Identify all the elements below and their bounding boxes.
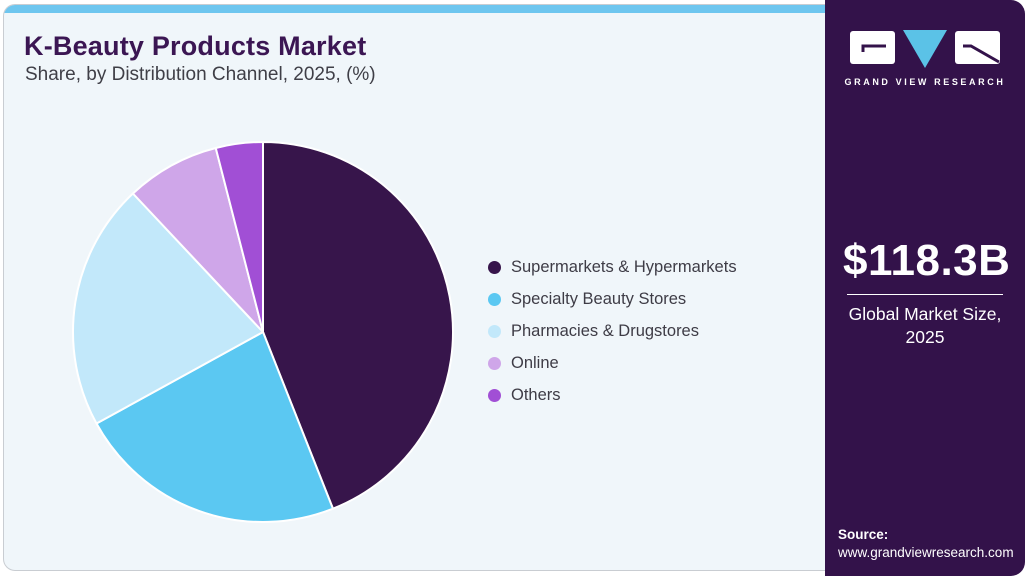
legend-swatch-icon	[488, 388, 501, 402]
legend-label: Others	[511, 385, 561, 404]
legend-item: Specialty Beauty Stores	[488, 289, 737, 309]
logo-g-glyph	[861, 44, 886, 52]
legend-item: Online	[488, 353, 737, 373]
legend-item: Supermarkets & Hypermarkets	[488, 257, 737, 277]
legend-swatch-icon	[488, 292, 501, 306]
source-block: Source: www.grandviewresearch.com	[838, 527, 1014, 560]
pie-slice-4	[214, 141, 264, 333]
pie-chart	[67, 136, 459, 528]
legend-label: Supermarkets & Hypermarkets	[511, 257, 737, 276]
legend-label: Online	[511, 353, 559, 372]
source-label: Source:	[838, 527, 889, 542]
sidebar: GRAND VIEW RESEARCH $118.3B Global Marke…	[825, 0, 1025, 576]
pie-slice-3	[131, 146, 264, 333]
pie-slice-2	[72, 192, 264, 425]
legend-item: Others	[488, 385, 737, 405]
legend-item: Pharmacies & Drugstores	[488, 321, 737, 341]
gvr-logo: GRAND VIEW RESEARCH	[825, 26, 1025, 87]
pie-chart-svg	[72, 141, 454, 523]
pie-slice-0	[262, 141, 454, 510]
logo-r-glyph	[963, 44, 1000, 64]
chart-card: K-Beauty Products Market Share, by Distr…	[3, 4, 826, 571]
pie-slice-1	[95, 331, 334, 523]
logo-wordmark: GRAND VIEW RESEARCH	[844, 77, 1006, 87]
page-subtitle: Share, by Distribution Channel, 2025, (%…	[25, 64, 376, 85]
legend-label: Pharmacies & Drugstores	[511, 321, 699, 340]
market-size-divider	[847, 294, 1003, 295]
legend-label: Specialty Beauty Stores	[511, 289, 687, 308]
source-url-link[interactable]: www.grandviewresearch.com	[838, 545, 1014, 560]
legend-swatch-icon	[488, 324, 501, 338]
gvr-logo-icon	[850, 30, 1000, 68]
page-title: K-Beauty Products Market	[24, 31, 367, 61]
logo-v-triangle	[903, 30, 947, 68]
top-accent-bar	[4, 5, 826, 13]
market-size-label: Global Market Size, 2025	[848, 304, 1002, 348]
legend-swatch-icon	[488, 356, 501, 370]
market-size-value: $118.3B	[843, 236, 1011, 285]
legend: Supermarkets & Hypermarkets Specialty Bea…	[488, 257, 737, 417]
legend-swatch-icon	[488, 260, 501, 274]
market-size-panel: $118.3B Global Market Size, 2025	[825, 236, 1025, 349]
